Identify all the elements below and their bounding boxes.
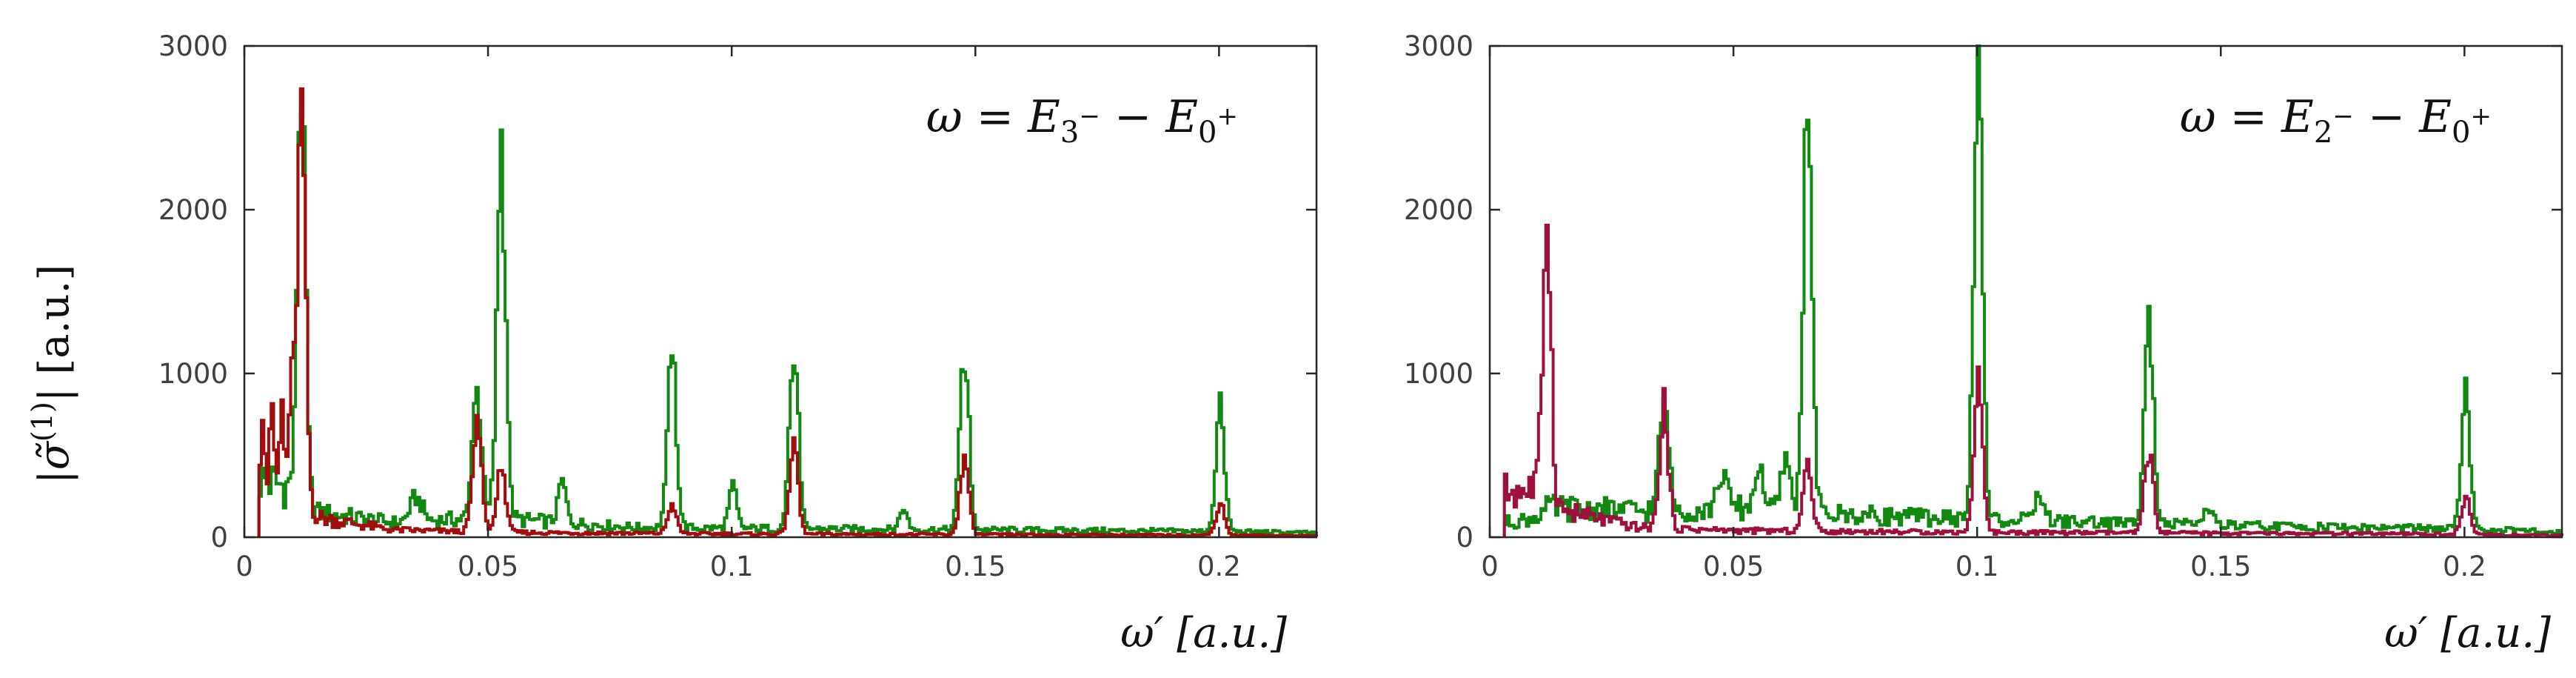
- x-tick-label: 0: [1481, 551, 1499, 582]
- series-line-red-left: [257, 87, 1318, 538]
- y-tick-label: 1000: [158, 358, 228, 390]
- tick-group-right: 0 0.05 0.1 0.15 0.2 0 1000 2000 3000: [1404, 30, 2562, 582]
- x-axis-label-left: ω′ [a.u.]: [1120, 609, 1287, 657]
- x-tick-label: 0.05: [458, 551, 518, 582]
- y-tick-label: 2000: [1404, 194, 1473, 226]
- y-tick-label: 3000: [1404, 30, 1473, 62]
- series-line-crimson-right: [1502, 223, 2563, 538]
- x-tick-label: 0.2: [1197, 551, 1241, 582]
- x-tick-label: 0: [235, 551, 253, 582]
- plot-frame-right: [1488, 44, 2563, 539]
- annotation-left: ω = E3− − E0+: [926, 91, 1238, 150]
- tick-group-left: 0 0.05 0.1 0.15 0.2 0 1000 2000 3000: [158, 30, 1317, 582]
- x-tick-label: 0.05: [1703, 551, 1764, 582]
- y-tick-label: 0: [210, 522, 228, 554]
- series-group-left: [257, 87, 1318, 538]
- series-line-green-left: [257, 107, 1318, 537]
- x-axis-label-right: ω′ [a.u.]: [2384, 609, 2551, 657]
- plot-area-left: [244, 46, 1317, 537]
- series-line-green-right: [1502, 44, 2563, 537]
- chart-panel-left: 0 0.05 0.1 0.15 0.2 0 1000 2000 3000 ω = E3− − E…: [158, 30, 1318, 657]
- series-group-right: [1502, 44, 2563, 538]
- x-tick-label: 0.1: [710, 551, 754, 582]
- y-axis-label: |σ̃(1)| [a.u.]: [26, 265, 78, 484]
- y-tick-label: 3000: [158, 30, 228, 62]
- x-tick-label: 0.15: [2190, 551, 2251, 582]
- x-tick-label: 0.15: [945, 551, 1006, 582]
- chart-panel-right: 0 0.05 0.1 0.15 0.2 0 1000 2000 3000 ω = E2− − E…: [1404, 30, 2563, 657]
- x-tick-label: 0.2: [2443, 551, 2486, 582]
- plot-frame-left: [243, 44, 1318, 539]
- y-tick-label: 0: [1456, 522, 1473, 554]
- y-tick-label: 2000: [158, 194, 228, 226]
- y-tick-label: 1000: [1404, 358, 1473, 390]
- x-tick-label: 0.1: [1956, 551, 1999, 582]
- annotation-right: ω = E2− − E0+: [2180, 91, 2492, 150]
